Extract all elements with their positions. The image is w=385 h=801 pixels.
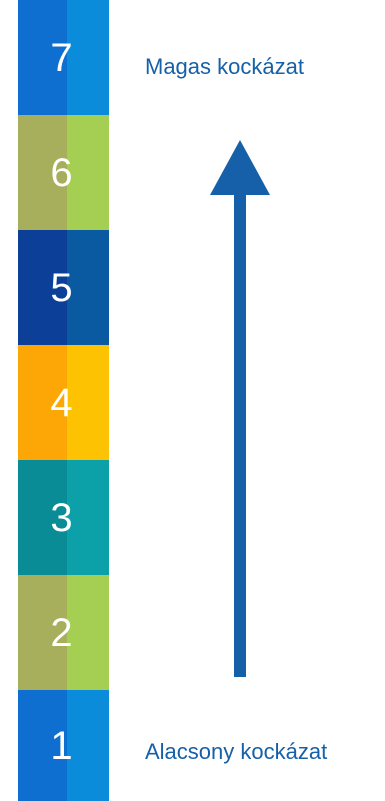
- risk-level-2: 2: [18, 575, 109, 690]
- risk-level-1: 1: [18, 690, 109, 801]
- arrow-up-icon: [210, 140, 270, 677]
- risk-level-4: 4: [18, 345, 109, 460]
- risk-level-5: 5: [18, 230, 109, 345]
- risk-level-2-left-shade: [18, 575, 67, 690]
- risk-level-3-left-shade: [18, 460, 67, 575]
- risk-level-6-number: 6: [50, 150, 73, 195]
- risk-level-4-number: 4: [50, 380, 73, 425]
- risk-level-7-left-shade: [18, 0, 67, 115]
- risk-level-3-right-shade: [67, 460, 109, 575]
- risk-level-5-right-shade: [67, 230, 109, 345]
- low-risk-label: Alacsony kockázat: [145, 739, 328, 764]
- risk-level-6-right-shade: [67, 115, 109, 230]
- risk-level-1-number: 1: [50, 723, 73, 768]
- arrow-shaft: [234, 190, 246, 677]
- risk-level-7-number: 7: [50, 35, 73, 80]
- risk-level-7: 7: [18, 0, 109, 115]
- risk-level-3: 3: [18, 460, 109, 575]
- risk-level-1-left-shade: [18, 690, 67, 801]
- risk-level-7-right-shade: [67, 0, 109, 115]
- risk-level-4-right-shade: [67, 345, 109, 460]
- risk-level-2-right-shade: [67, 575, 109, 690]
- risk-level-5-number: 5: [50, 265, 73, 310]
- arrow-head: [210, 140, 270, 195]
- risk-level-6-left-shade: [18, 115, 67, 230]
- risk-level-4-left-shade: [18, 345, 67, 460]
- risk-level-6: 6: [18, 115, 109, 230]
- risk-scale: 7 6 5 4 3 2 1: [18, 0, 109, 801]
- high-risk-label: Magas kockázat: [145, 54, 304, 79]
- risk-level-2-number: 2: [50, 610, 73, 655]
- risk-level-1-right-shade: [67, 690, 109, 801]
- risk-level-3-number: 3: [50, 495, 73, 540]
- risk-level-5-left-shade: [18, 230, 67, 345]
